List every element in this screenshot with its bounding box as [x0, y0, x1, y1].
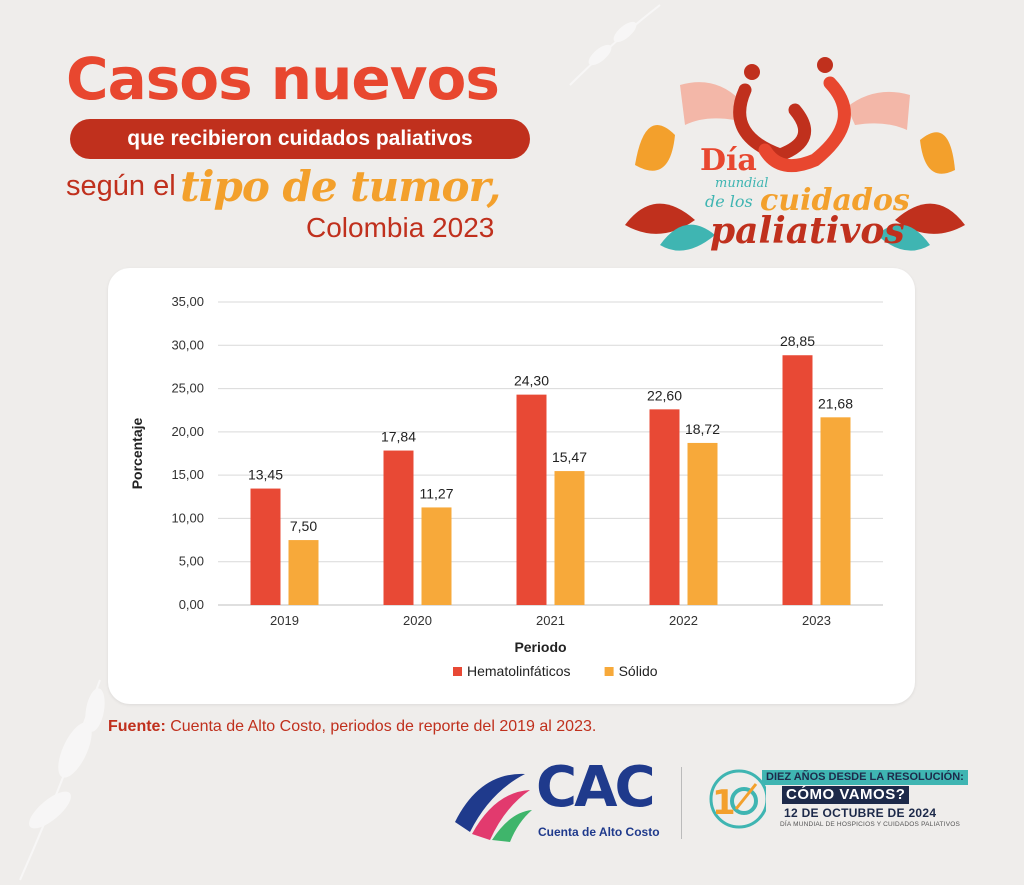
world-palliative-care-day-logo: Día mundial de los cuidados paliativos: [625, 57, 965, 252]
source-label: Fuente:: [108, 718, 166, 735]
badge-line-1b: LA RESOLUCIÓN:: [866, 771, 964, 783]
logo-text-paliativos: paliativos: [710, 210, 905, 252]
y-tick-label: 30,00: [171, 337, 204, 352]
logo-text-mundial: mundial: [715, 176, 768, 191]
y-tick-label: 10,00: [171, 510, 204, 525]
logo-text-de-los: de los: [705, 192, 753, 211]
hand-icon: [847, 91, 910, 130]
data-label: 22,60: [647, 387, 682, 403]
page-title: Casos nuevos: [66, 45, 500, 113]
source-note: Fuente: Cuenta de Alto Costo, periodos d…: [108, 718, 596, 736]
data-label: 24,30: [514, 373, 549, 389]
y-axis-title: Porcentaje: [129, 417, 145, 489]
legend-swatch: [453, 667, 462, 676]
bar-sólido-2023: [820, 417, 851, 605]
title-location-year: Colombia 2023: [306, 212, 495, 243]
y-tick-label: 0,00: [179, 597, 204, 612]
data-label: 15,47: [552, 449, 587, 465]
background-leaf-icon: [569, 4, 661, 86]
x-tick-label: 2023: [802, 613, 831, 628]
footer-divider: [681, 767, 682, 839]
bar-hematolinfáticos-2019: [250, 488, 281, 605]
y-tick-label: 20,00: [171, 424, 204, 439]
badge-line-1a: DIEZ AÑOS DESDE: [766, 771, 867, 783]
bar-sólido-2019: [288, 540, 319, 605]
leaf-icon: [635, 125, 675, 171]
leaf-icon: [625, 203, 695, 234]
cac-logo-text: CAC: [536, 755, 656, 820]
x-tick-label: 2019: [270, 613, 299, 628]
legend-label: Sólido: [619, 663, 658, 679]
badge-line-4: DÍA MUNDIAL DE HOSPICIOS Y CUIDADOS PALI…: [780, 821, 961, 828]
leaf-icon: [895, 203, 965, 234]
x-axis-title: Periodo: [514, 639, 566, 655]
y-tick-label: 25,00: [171, 381, 204, 396]
data-label: 18,72: [685, 421, 720, 437]
ten-years-logo-icon: 1: [709, 769, 766, 829]
subtitle-pill: que recibieron cuidados paliativos: [70, 119, 530, 159]
badge-line-3: 12 DE OCTUBRE DE 2024: [784, 806, 937, 820]
bar-sólido-2022: [687, 442, 718, 605]
bar-chart: 0,00 5,00 10,00 15,00 20,00 25,00 30,00 35,00 13…: [129, 294, 883, 679]
badge-line-1: DIEZ AÑOS DESDE LA RESOLUCIÓN:: [762, 770, 968, 785]
hand-icon: [680, 82, 740, 125]
x-tick-label: 2022: [669, 613, 698, 628]
data-label: 13,45: [248, 467, 283, 483]
bar-hematolinfáticos-2020: [383, 450, 414, 605]
cac-tagline: Cuenta de Alto Costo: [538, 825, 660, 839]
bar-sólido-2021: [554, 471, 585, 605]
data-label: 11,27: [420, 485, 454, 501]
legend-label: Hematolinfáticos: [467, 663, 571, 679]
bar-hematolinfáticos-2022: [649, 409, 680, 605]
leaf-icon: [660, 224, 715, 251]
data-label: 7,50: [290, 518, 317, 534]
leaf-icon: [877, 224, 930, 251]
y-tick-label: 15,00: [171, 467, 204, 482]
background-leaf-icon: [19, 679, 105, 881]
x-tick-label: 2021: [536, 613, 565, 628]
bar-hematolinfáticos-2021: [516, 394, 547, 605]
data-label: 28,85: [780, 333, 815, 349]
svg-text:1: 1: [712, 783, 736, 823]
logo-text-dia: Día: [700, 143, 757, 178]
badge-line-2: CÓMO VAMOS?: [782, 786, 910, 804]
logo-text-cuidados: cuidados: [760, 183, 910, 218]
bar-hematolinfáticos-2023: [782, 355, 813, 605]
chart-card: 0,00 5,00 10,00 15,00 20,00 25,00 30,00 35,00 13…: [108, 268, 915, 704]
bar-sólido-2020: [421, 507, 452, 605]
data-label: 17,84: [381, 429, 416, 445]
heart-swirl-icon: [733, 83, 811, 162]
legend-swatch: [604, 667, 614, 676]
x-tick-label: 2020: [403, 613, 432, 628]
cac-logo-swoosh-icon: [455, 773, 532, 842]
data-label: 21,68: [818, 395, 853, 411]
leaf-icon: [920, 132, 955, 174]
y-tick-label: 35,00: [171, 294, 204, 309]
title-lead-text: según el: [66, 170, 176, 202]
title-line-3: según el tipo de tumor,: [66, 162, 501, 211]
title-emphasis-text: tipo de tumor,: [180, 162, 501, 211]
source-text: Cuenta de Alto Costo, periodos de report…: [165, 718, 597, 735]
y-tick-label: 5,00: [179, 554, 204, 569]
